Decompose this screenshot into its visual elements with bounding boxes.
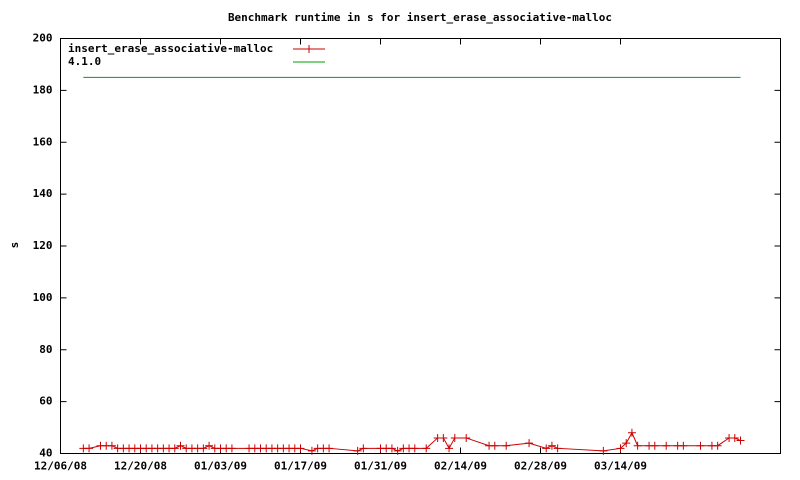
point-marker (622, 439, 631, 448)
point-marker (650, 441, 659, 450)
point-marker (445, 444, 454, 453)
point-marker (730, 433, 739, 442)
x-tick-label: 01/03/09 (194, 460, 247, 473)
point-marker (696, 441, 705, 450)
point-marker (627, 428, 636, 437)
point-marker (359, 444, 368, 453)
point-marker (107, 441, 116, 450)
y-tick-label: 100 (33, 291, 53, 304)
point-marker (462, 433, 471, 442)
y-tick-label: 120 (33, 239, 53, 252)
y-tick-label: 140 (33, 187, 53, 200)
point-marker (450, 433, 459, 442)
point-marker (542, 444, 551, 453)
point-marker (525, 439, 534, 448)
point-marker (85, 444, 94, 453)
x-tick-label: 01/17/09 (274, 460, 327, 473)
legend-label: 4.1.0 (68, 55, 101, 68)
y-axis-label: s (8, 242, 21, 249)
point-marker (662, 441, 671, 450)
x-tick-label: 12/06/08 (34, 460, 87, 473)
x-tick-label: 02/14/09 (434, 460, 487, 473)
point-marker (633, 441, 642, 450)
y-tick-label: 160 (33, 135, 53, 148)
point-marker (170, 444, 179, 453)
legend-marker (305, 45, 313, 53)
point-marker (199, 444, 208, 453)
point-marker (205, 441, 214, 450)
point-marker (490, 441, 499, 450)
point-marker (736, 436, 745, 445)
y-tick-label: 200 (33, 32, 53, 45)
point-marker (387, 444, 396, 453)
point-marker (679, 441, 688, 450)
point-marker (713, 441, 722, 450)
legend-label: insert_erase_associative-malloc (68, 42, 273, 55)
y-tick-label: 60 (39, 395, 52, 408)
point-marker (599, 446, 608, 455)
x-tick-label: 02/28/09 (514, 460, 567, 473)
point-marker (547, 441, 556, 450)
point-marker (227, 444, 236, 453)
y-tick-label: 40 (39, 447, 52, 460)
point-marker (410, 444, 419, 453)
point-marker (325, 444, 334, 453)
x-tick-label: 01/31/09 (354, 460, 407, 473)
point-marker (422, 444, 431, 453)
point-marker (439, 433, 448, 442)
y-tick-label: 80 (39, 343, 52, 356)
x-tick-label: 03/14/09 (594, 460, 647, 473)
point-marker (307, 446, 316, 455)
point-marker (553, 444, 562, 453)
plot-frame (60, 38, 781, 454)
point-marker (353, 446, 362, 455)
point-marker (393, 446, 402, 455)
point-marker (176, 441, 185, 450)
point-marker (616, 444, 625, 453)
x-tick-label: 12/20/08 (114, 460, 167, 473)
chart-title: Benchmark runtime in s for insert_erase_… (228, 11, 612, 24)
y-tick-label: 180 (33, 83, 53, 96)
point-marker (502, 441, 511, 450)
point-marker (296, 444, 305, 453)
